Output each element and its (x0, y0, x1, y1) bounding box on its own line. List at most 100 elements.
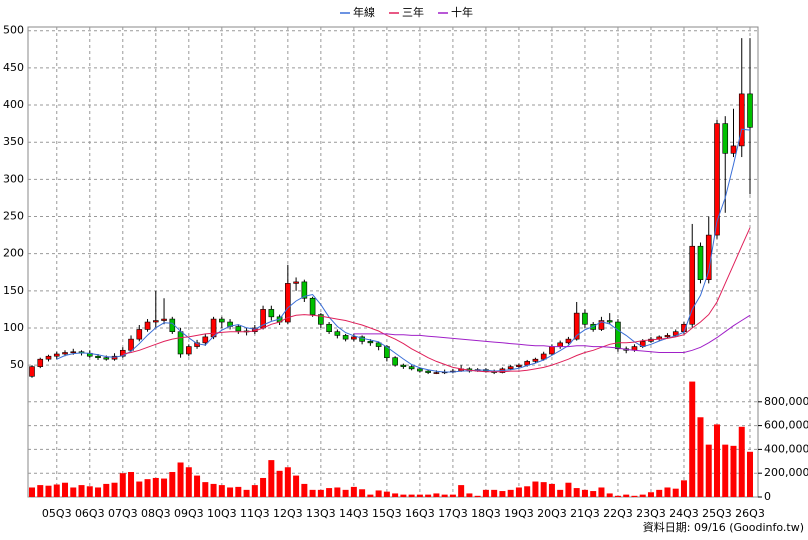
candle-body (161, 318, 167, 321)
x-tick-label: 11Q3 (240, 507, 270, 520)
volume-bar (119, 473, 126, 497)
candle-body (235, 326, 242, 332)
x-tick-label: 17Q3 (438, 507, 468, 520)
volume-bar (62, 482, 69, 497)
candle-body (606, 320, 613, 323)
volume-bar (78, 485, 85, 497)
volume-bar (218, 485, 225, 497)
y-tick-label: 200 (3, 247, 24, 260)
volume-bar (499, 491, 506, 497)
x-tick-label: 07Q3 (108, 507, 138, 520)
candle-body (433, 372, 440, 374)
volume-bar (194, 475, 201, 497)
volume-bar (606, 493, 613, 497)
volume-bar (342, 489, 349, 497)
candle-body (37, 358, 44, 367)
volume-bar (260, 477, 267, 497)
candle-body (582, 312, 588, 325)
volume-bar (268, 460, 275, 497)
volume-bar (656, 489, 663, 497)
candle-body (598, 320, 605, 330)
candle-body (309, 297, 316, 315)
volume-bar (334, 487, 341, 497)
candle-body (730, 145, 737, 154)
volume-bar (416, 494, 423, 497)
volume-bar (128, 472, 135, 497)
volume-bar (458, 485, 465, 497)
candle-body (697, 245, 704, 280)
volume-bar (747, 451, 753, 497)
footer: 資料日期: 09/16 (Goodinfo.tw) (643, 520, 804, 534)
volume-bar (251, 485, 258, 497)
y-tick-label: 450 (3, 61, 24, 74)
candle-body (45, 355, 52, 360)
y-tick-label: 350 (3, 135, 24, 148)
x-tick-label: 26Q3 (735, 507, 765, 520)
volume-bar (631, 495, 638, 497)
candle-body (689, 245, 696, 325)
ma-line (353, 314, 751, 353)
volume-bar (309, 489, 316, 497)
y-tick-label: 300 (3, 172, 24, 185)
volume-bar (103, 483, 110, 497)
candle-body (392, 357, 398, 366)
candle-body (507, 366, 514, 370)
candle-body (400, 364, 407, 367)
volume-bar (367, 494, 374, 497)
candle-body (375, 342, 382, 347)
candle-body (722, 123, 729, 154)
y-tick-label: 500 (3, 24, 24, 37)
volume-bar (441, 494, 448, 497)
candle-body (177, 331, 184, 355)
volume-bar (243, 489, 250, 497)
volume-bar (210, 483, 217, 497)
volume-bar (540, 482, 547, 497)
volume-bar (161, 478, 168, 497)
volume-bar (45, 485, 52, 497)
volume-bar (144, 479, 151, 497)
volume-bar (713, 424, 720, 497)
x-tick-label: 24Q3 (669, 507, 699, 520)
y-tick-label: 250 (3, 210, 24, 223)
y2-tick-label: 800,000 (764, 395, 808, 408)
candle-body (342, 335, 349, 340)
x-tick-label: 19Q3 (504, 507, 534, 520)
legend-label: 年線 (353, 5, 375, 19)
volume-bar (466, 493, 473, 497)
candle-body (747, 93, 753, 128)
volume-bar (29, 487, 35, 497)
candle-body (516, 364, 522, 367)
volume-bar (507, 489, 514, 497)
y2-tick-label: 400,000 (764, 442, 808, 455)
candle-body (738, 93, 745, 147)
volume-bar (227, 487, 234, 497)
volume-bar (136, 481, 143, 497)
candle-body (53, 353, 60, 357)
x-tick-label: 23Q3 (636, 507, 666, 520)
volume-bar (573, 488, 580, 497)
candle-body (128, 338, 134, 351)
candle-body (29, 366, 35, 377)
y2-tick-label: 0 (764, 490, 771, 503)
volume-bar (524, 486, 531, 497)
volume-bar (425, 494, 432, 497)
volume-bar (433, 493, 440, 497)
candle-body (573, 312, 580, 340)
candle-body (326, 323, 332, 332)
volume-bar (672, 488, 679, 497)
candle-body (293, 281, 299, 284)
volume-bar (647, 492, 654, 497)
volume-bar (689, 381, 696, 497)
volume-bar (474, 495, 481, 497)
volume-bar (185, 467, 192, 497)
x-tick-label: 20Q3 (537, 507, 567, 520)
volume-bar (95, 487, 102, 497)
candle-body (615, 321, 621, 350)
candle-body (714, 123, 720, 236)
volume-bar (557, 489, 564, 497)
volume-bar (408, 494, 415, 497)
x-tick-label: 10Q3 (207, 507, 237, 520)
volume-bar (235, 486, 242, 497)
volume-bar (730, 445, 737, 497)
candle-body (219, 318, 225, 323)
